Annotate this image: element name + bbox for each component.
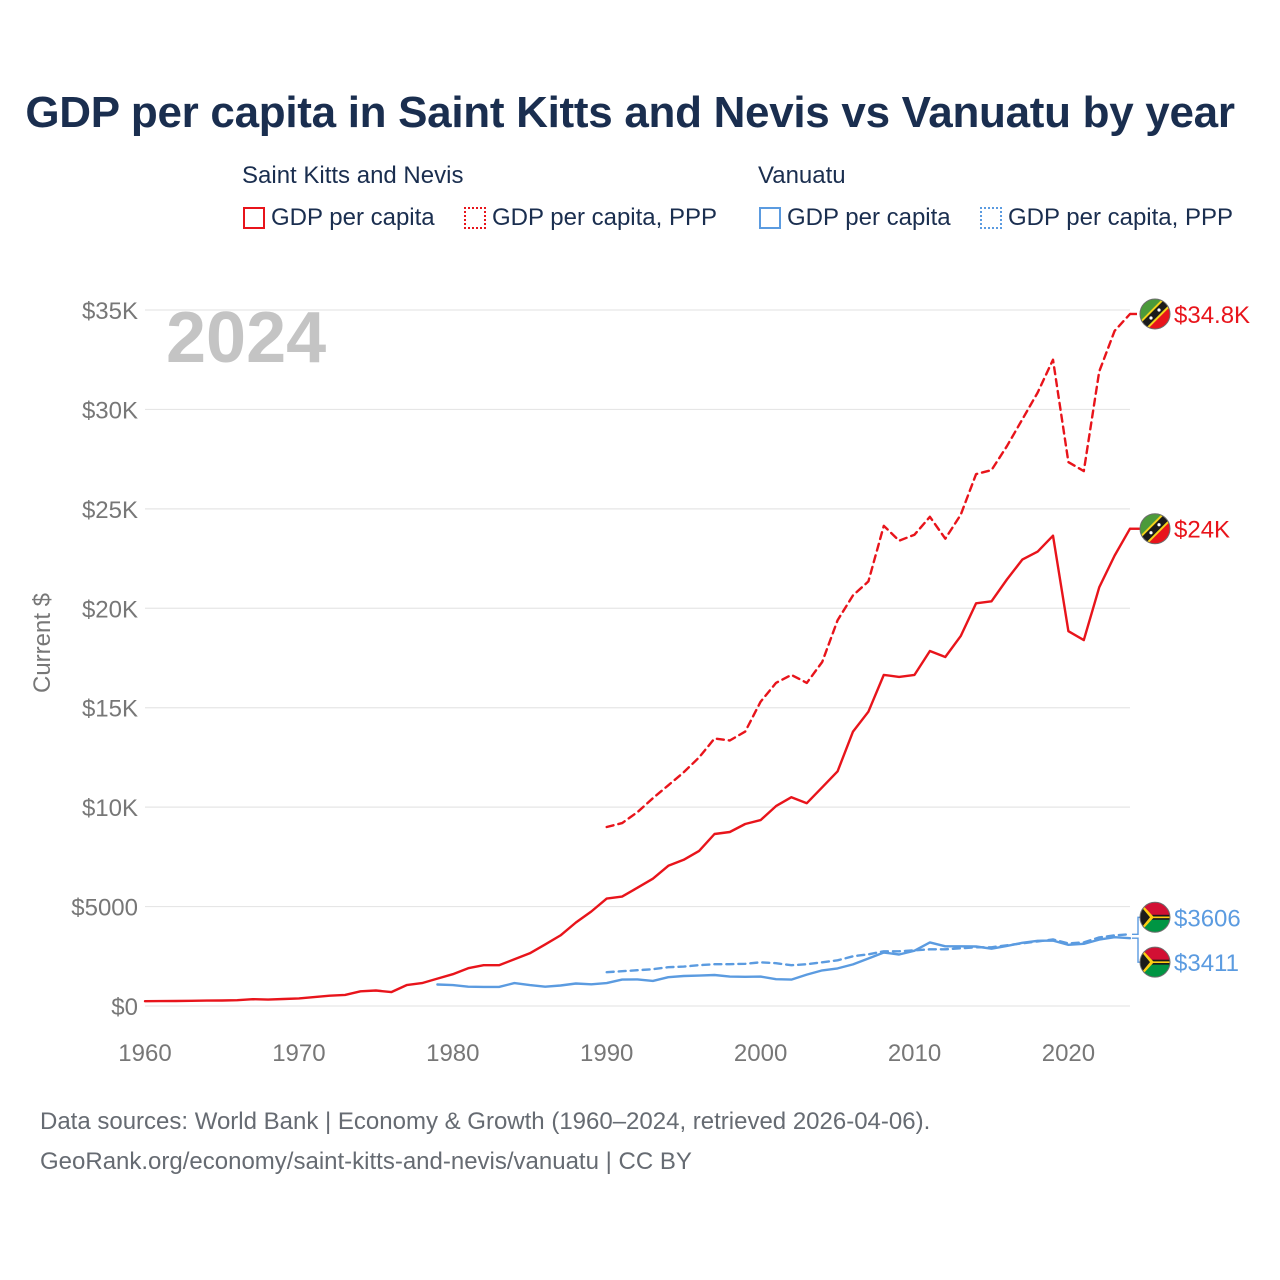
end-label-skn-gdp: $24K <box>1174 517 1230 544</box>
x-tick-label: 1990 <box>580 1040 633 1067</box>
vanuatu-flag-icon <box>1139 901 1171 933</box>
vanuatu-flag-icon <box>1139 946 1171 978</box>
legend-label: GDP per capita, PPP <box>1008 204 1233 231</box>
gridlines <box>145 309 1130 1007</box>
series-line-skn-gdp <box>143 527 1132 1003</box>
saint-kitts-and-nevis-flag-icon <box>1139 298 1171 330</box>
legend-item-skn-ppp[interactable]: GDP per capita, PPP <box>464 203 717 233</box>
end-label-vut-gdp: $3411 <box>1174 950 1239 977</box>
footer-attribution[interactable]: GeoRank.org/economy/saint-kitts-and-nevi… <box>40 1148 692 1175</box>
y-tick-label: $20K <box>82 596 138 623</box>
y-tick-label: $15K <box>82 696 138 723</box>
x-tick-label: 2010 <box>888 1040 941 1067</box>
legend-item-vut-ppp[interactable]: GDP per capita, PPP <box>980 203 1233 233</box>
end-label-vut-ppp: $3606 <box>1174 905 1241 932</box>
y-tick-label: $35K <box>82 298 138 325</box>
y-tick-label: $10K <box>82 795 138 822</box>
end-labels: $24K $34.8K $3411 $3606 <box>1130 298 1250 978</box>
legend-swatch-solid-red <box>243 207 265 229</box>
y-axis-ticks: $0 $5000 $10K $15K $20K $25K $30K $35K <box>71 298 138 1021</box>
x-tick-label: 2020 <box>1042 1040 1095 1067</box>
x-tick-label: 1980 <box>426 1040 479 1067</box>
series-lines <box>143 312 1132 1003</box>
year-watermark: 2024 <box>166 298 326 378</box>
legend-group-vanuatu: Vanuatu <box>758 162 846 189</box>
saint-kitts-and-nevis-flag-icon <box>1139 513 1171 545</box>
y-tick-label: $5000 <box>71 895 138 922</box>
legend-item-vut-gdp[interactable]: GDP per capita <box>759 203 951 233</box>
chart-title: GDP per capita in Saint Kitts and Nevis … <box>25 88 1235 137</box>
legend-swatch-solid-blue <box>759 207 781 229</box>
legend-label: GDP per capita, PPP <box>492 204 717 231</box>
y-tick-label: $30K <box>82 397 138 424</box>
series-line-skn-ppp <box>605 312 1132 829</box>
series-line-vut-ppp <box>605 933 1132 974</box>
legend-group-saint-kitts-and-nevis: Saint Kitts and Nevis <box>242 162 464 189</box>
legend-label: GDP per capita <box>271 204 435 231</box>
series-line-vut-gdp <box>436 936 1132 989</box>
x-tick-label: 2000 <box>734 1040 787 1067</box>
y-axis-label: Current $ <box>29 593 56 693</box>
legend-swatch-dotted-red <box>464 207 486 229</box>
legend-item-skn-gdp[interactable]: GDP per capita <box>243 203 435 233</box>
x-tick-label: 1970 <box>272 1040 325 1067</box>
end-label-skn-ppp: $34.8K <box>1174 302 1250 329</box>
legend-label: GDP per capita <box>787 204 951 231</box>
footer-sources: Data sources: World Bank | Economy & Gro… <box>40 1108 931 1135</box>
y-tick-label: $25K <box>82 497 138 524</box>
x-axis-ticks: 1960 1970 1980 1990 2000 2010 2020 <box>118 1040 1095 1067</box>
legend-swatch-dotted-blue <box>980 207 1002 229</box>
y-tick-label: $0 <box>111 994 138 1021</box>
x-tick-label: 1960 <box>118 1040 171 1067</box>
